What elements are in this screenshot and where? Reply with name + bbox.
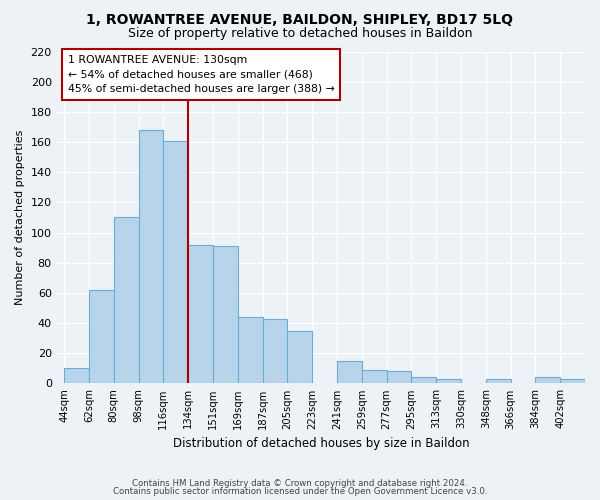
Text: Contains HM Land Registry data © Crown copyright and database right 2024.: Contains HM Land Registry data © Crown c… — [132, 478, 468, 488]
Bar — [412, 378, 436, 384]
Text: 1, ROWANTREE AVENUE, BAILDON, SHIPLEY, BD17 5LQ: 1, ROWANTREE AVENUE, BAILDON, SHIPLEY, B… — [86, 12, 514, 26]
Bar — [114, 218, 139, 384]
Bar — [139, 130, 163, 384]
Text: Contains public sector information licensed under the Open Government Licence v3: Contains public sector information licen… — [113, 487, 487, 496]
Bar — [287, 330, 312, 384]
Bar — [337, 361, 362, 384]
Bar — [89, 290, 114, 384]
Bar — [263, 318, 287, 384]
Bar — [188, 244, 213, 384]
Y-axis label: Number of detached properties: Number of detached properties — [15, 130, 25, 305]
Bar — [386, 372, 412, 384]
Bar — [436, 379, 461, 384]
Bar — [163, 140, 188, 384]
Bar — [238, 317, 263, 384]
Text: 1 ROWANTREE AVENUE: 130sqm
← 54% of detached houses are smaller (468)
45% of sem: 1 ROWANTREE AVENUE: 130sqm ← 54% of deta… — [68, 54, 335, 94]
Text: Size of property relative to detached houses in Baildon: Size of property relative to detached ho… — [128, 28, 472, 40]
Bar — [486, 379, 511, 384]
X-axis label: Distribution of detached houses by size in Baildon: Distribution of detached houses by size … — [173, 437, 469, 450]
Bar — [362, 370, 386, 384]
Bar — [64, 368, 89, 384]
Bar — [213, 246, 238, 384]
Bar — [535, 378, 560, 384]
Bar — [560, 379, 585, 384]
